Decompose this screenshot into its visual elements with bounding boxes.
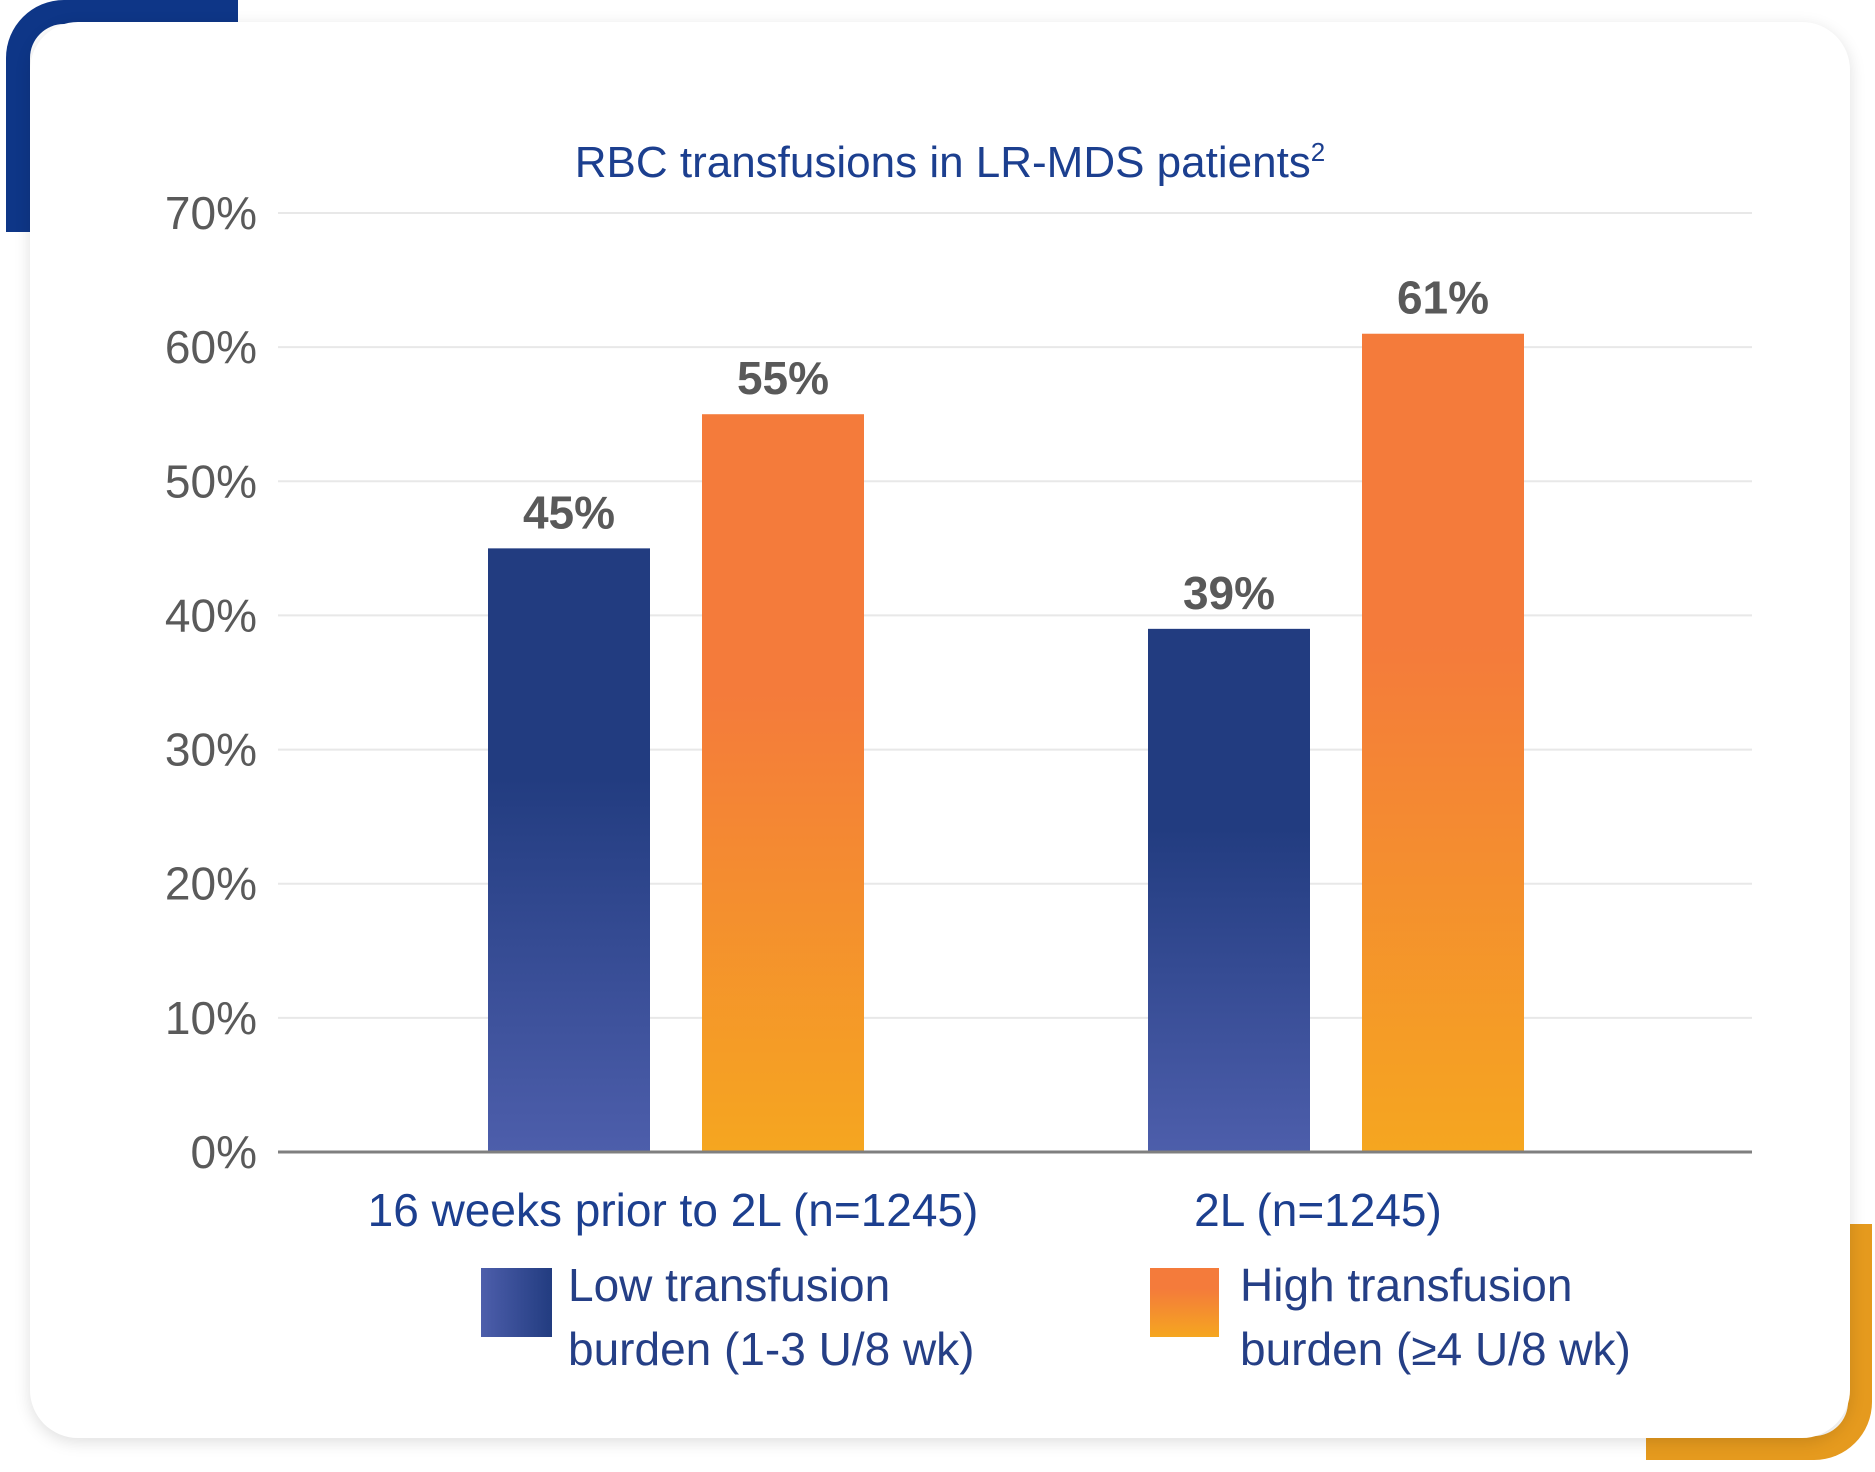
legend: Low transfusion burden (1-3 U/8 wk) High… (481, 1259, 1631, 1375)
legend-swatch-high-burden (1150, 1268, 1219, 1337)
chart-card (30, 22, 1850, 1438)
y-axis: 0% 10% 20% 30% 40% 50% 60% 70% (165, 187, 257, 1178)
x-axis-categories: 16 weeks prior to 2L (n=1245) 2L (n=1245) (368, 1184, 1442, 1236)
data-label-series0-cat1: 39% (1183, 567, 1275, 619)
bar-series0-cat0 (488, 548, 650, 1152)
y-tick-label: 10% (165, 992, 257, 1044)
data-label-series1-cat0: 55% (737, 352, 829, 404)
y-tick-label: 70% (165, 187, 257, 239)
data-label-series0-cat0: 45% (523, 486, 615, 538)
legend-label-high-burden-line1: High transfusion (1240, 1259, 1572, 1311)
bar-series1-cat0 (702, 414, 864, 1152)
data-labels: 45% 55% 39% 61% (523, 272, 1489, 619)
y-tick-label: 0% (191, 1126, 257, 1178)
data-label-series1-cat1: 61% (1397, 272, 1489, 324)
legend-label-low-burden-line2: burden (1-3 U/8 wk) (568, 1323, 975, 1375)
corner-accent-orange (1646, 1224, 1872, 1460)
y-tick-label: 50% (165, 455, 257, 507)
y-tick-label: 40% (165, 589, 257, 641)
corner-accent-blue (6, 0, 238, 232)
y-tick-label: 30% (165, 724, 257, 776)
legend-swatch-low-burden (481, 1268, 552, 1337)
bar-series0-cat1 (1148, 628, 1310, 1152)
category-label-0: 16 weeks prior to 2L (n=1245) (368, 1184, 979, 1236)
legend-label-low-burden-line1: Low transfusion (568, 1259, 890, 1311)
bars (488, 333, 1524, 1152)
legend-label-high-burden-line2: burden (≥4 U/8 wk) (1240, 1323, 1631, 1375)
y-tick-label: 60% (165, 321, 257, 373)
category-label-1: 2L (n=1245) (1194, 1184, 1442, 1236)
chart-title: RBC transfusions in LR-MDS patients2 (575, 137, 1326, 187)
bar-series1-cat1 (1362, 333, 1524, 1152)
y-tick-label: 20% (165, 858, 257, 910)
